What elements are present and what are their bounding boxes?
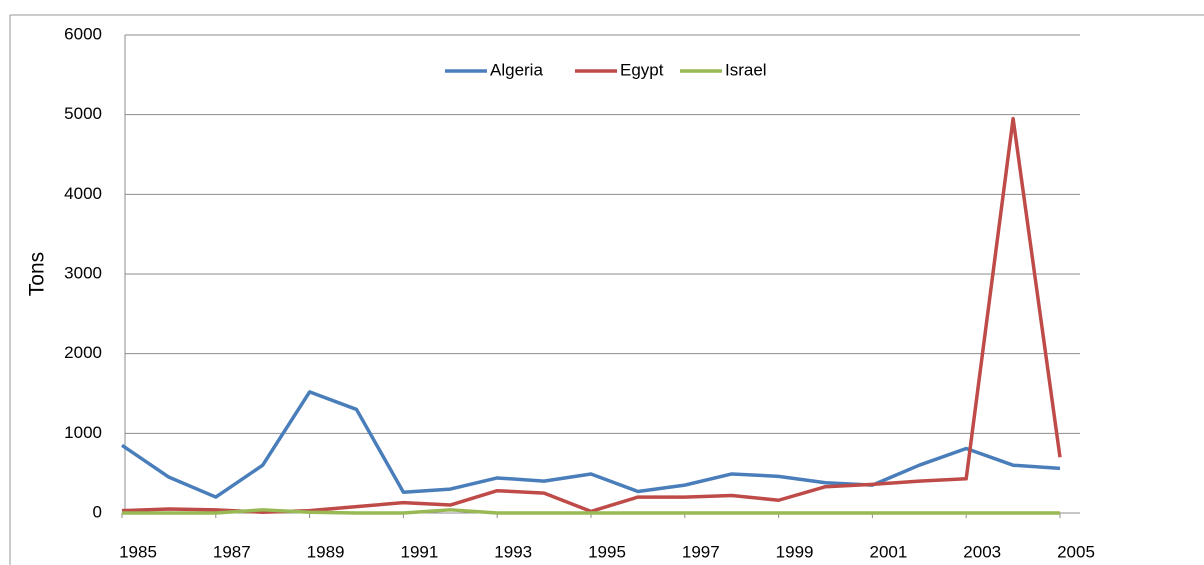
x-tick-label: 1993 (494, 542, 532, 561)
legend-label: Israel (725, 60, 767, 79)
series-line (122, 508, 1060, 515)
x-tick-label: 2005 (1057, 542, 1095, 561)
y-axis-label: Tons (26, 252, 49, 296)
x-tick-label: 1999 (776, 542, 814, 561)
y-tick-label: 1000 (64, 423, 102, 442)
series-line (121, 390, 1061, 499)
x-tick-label: 1991 (400, 542, 438, 561)
y-tick-label: 3000 (64, 263, 102, 282)
x-tick-label: 2001 (869, 542, 907, 561)
legend-label: Algeria (490, 60, 543, 79)
y-tick-label: 4000 (64, 184, 102, 203)
y-tick-label: 6000 (64, 24, 102, 43)
x-tick-label: 1985 (119, 542, 157, 561)
series-line (121, 116, 1062, 514)
legend-label: Egypt (620, 60, 664, 79)
y-tick-label: 5000 (64, 104, 102, 123)
x-tick-label: 1989 (307, 542, 345, 561)
x-tick-label: 2003 (963, 542, 1001, 561)
x-tick-label: 1987 (213, 542, 251, 561)
y-tick-label: 2000 (64, 343, 102, 362)
x-tick-label: 1995 (588, 542, 626, 561)
y-tick-label: 0 (93, 502, 102, 521)
x-tick-label: 1997 (682, 542, 720, 561)
